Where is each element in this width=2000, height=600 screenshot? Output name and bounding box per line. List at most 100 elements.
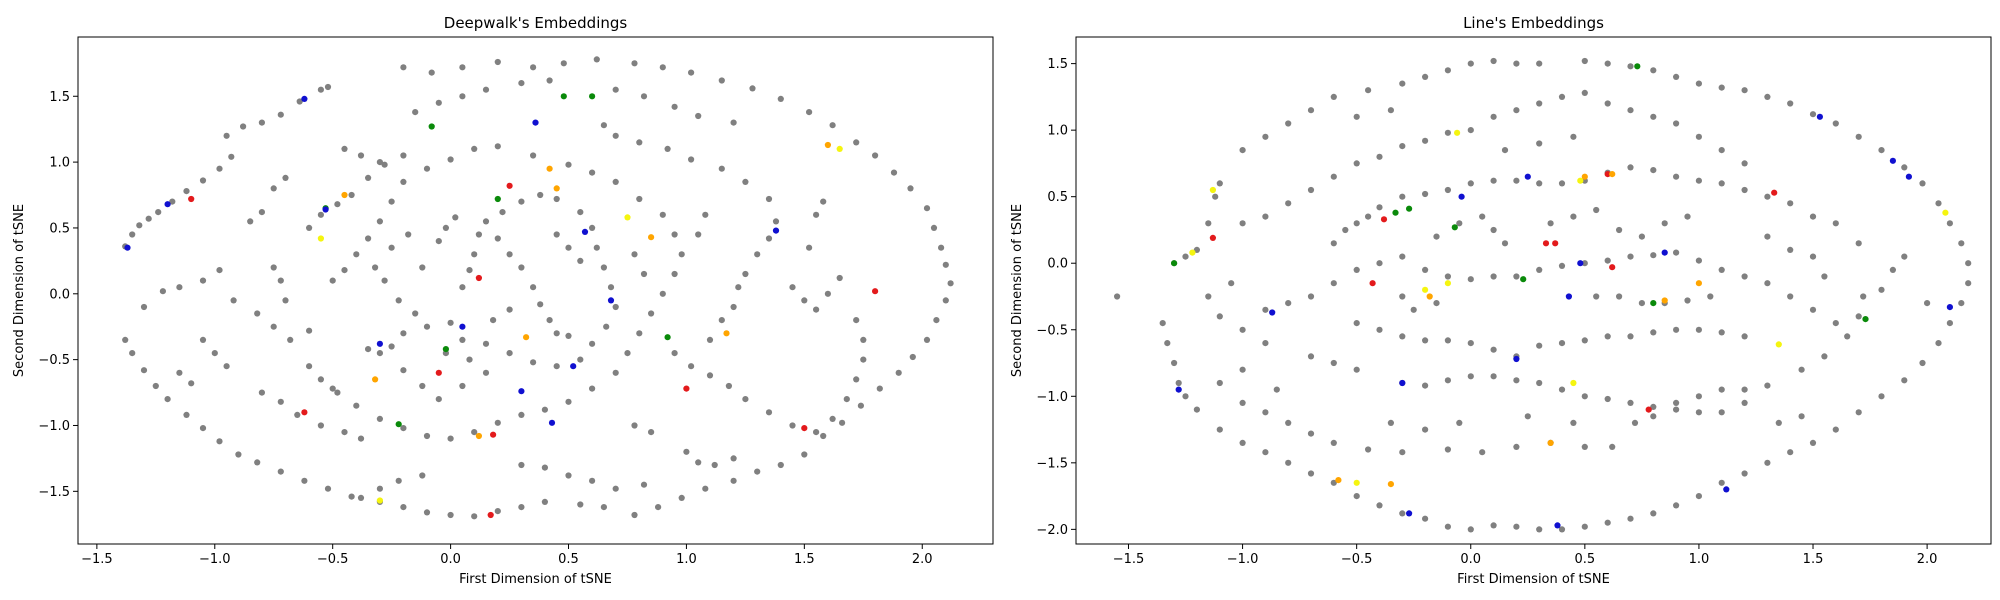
point-grey bbox=[482, 340, 490, 347]
point-grey bbox=[1787, 293, 1794, 300]
point-grey bbox=[1604, 333, 1611, 340]
point-grey bbox=[1809, 439, 1817, 446]
point-grey bbox=[1821, 273, 1828, 280]
point-grey bbox=[400, 64, 407, 71]
point-grey bbox=[1307, 293, 1315, 300]
point-grey bbox=[754, 251, 761, 258]
point-grey bbox=[155, 209, 162, 216]
point-grey bbox=[1330, 439, 1337, 446]
point-grey bbox=[1695, 257, 1702, 264]
point-grey bbox=[1353, 266, 1360, 273]
point-grey bbox=[857, 402, 865, 409]
point-grey bbox=[853, 376, 860, 383]
point-yellow bbox=[1422, 286, 1429, 293]
point-orange bbox=[475, 432, 482, 440]
point-grey bbox=[640, 270, 648, 278]
point-grey bbox=[400, 504, 407, 511]
point-grey bbox=[518, 198, 525, 205]
point-grey bbox=[1307, 430, 1315, 437]
point-grey bbox=[1787, 246, 1794, 253]
point-grey bbox=[1307, 107, 1315, 114]
point-grey bbox=[678, 494, 685, 501]
point-grey bbox=[1444, 129, 1451, 136]
point-grey bbox=[631, 511, 638, 519]
point-red bbox=[188, 195, 195, 203]
point-grey bbox=[1159, 320, 1166, 327]
y-tick-label: −1.5 bbox=[1036, 456, 1068, 471]
point-grey bbox=[1501, 240, 1509, 247]
point-grey bbox=[254, 310, 261, 317]
point-grey bbox=[140, 367, 148, 374]
point-grey bbox=[466, 356, 473, 363]
point-grey bbox=[412, 310, 419, 317]
point-grey bbox=[537, 191, 544, 199]
point-grey bbox=[145, 215, 152, 222]
point-green bbox=[428, 123, 435, 130]
point-grey bbox=[435, 238, 442, 245]
point-grey bbox=[1175, 379, 1182, 387]
point-grey bbox=[494, 508, 501, 515]
point-grey bbox=[376, 218, 383, 225]
point-green bbox=[1650, 300, 1657, 307]
point-grey bbox=[1228, 280, 1235, 287]
x-tick-label: −0.5 bbox=[317, 552, 349, 567]
point-blue bbox=[1399, 379, 1406, 387]
point-grey bbox=[1787, 449, 1794, 456]
point-grey bbox=[1919, 180, 1926, 187]
point-grey bbox=[419, 382, 426, 390]
point-grey bbox=[1650, 413, 1657, 420]
point-green bbox=[1171, 260, 1178, 267]
point-grey bbox=[1558, 180, 1566, 187]
point-grey bbox=[1330, 93, 1337, 100]
point-grey bbox=[1901, 253, 1908, 260]
point-grey bbox=[254, 459, 261, 466]
x-tick-label: −1.5 bbox=[81, 552, 113, 567]
point-grey bbox=[648, 310, 655, 317]
point-grey bbox=[317, 86, 324, 93]
point-grey bbox=[1387, 107, 1394, 114]
point-grey bbox=[1376, 326, 1383, 333]
point-grey bbox=[277, 111, 284, 118]
point-grey bbox=[216, 438, 223, 445]
point-grey bbox=[324, 485, 332, 492]
point-grey bbox=[1193, 246, 1200, 253]
point-grey bbox=[1399, 143, 1406, 150]
point-grey bbox=[1216, 426, 1223, 433]
point-grey bbox=[872, 152, 879, 159]
point-grey bbox=[1832, 426, 1839, 433]
point-grey bbox=[1707, 293, 1714, 300]
point-grey bbox=[1741, 470, 1748, 477]
point-grey bbox=[1205, 220, 1212, 227]
point-grey bbox=[1456, 220, 1463, 227]
point-grey bbox=[1490, 177, 1497, 184]
point-grey bbox=[317, 211, 324, 218]
point-grey bbox=[317, 376, 324, 383]
point-grey bbox=[1650, 329, 1657, 336]
point-grey bbox=[216, 267, 223, 274]
point-grey bbox=[1809, 111, 1817, 118]
point-grey bbox=[1650, 113, 1657, 120]
point-grey bbox=[365, 346, 372, 353]
point-blue bbox=[607, 297, 615, 304]
point-grey bbox=[199, 277, 207, 284]
point-grey bbox=[306, 363, 313, 370]
point-grey bbox=[777, 461, 784, 469]
point-grey bbox=[577, 356, 584, 363]
point-grey bbox=[789, 422, 796, 429]
point-grey bbox=[459, 93, 466, 100]
point-grey bbox=[659, 64, 666, 71]
point-orange bbox=[824, 141, 832, 149]
point-grey bbox=[1547, 220, 1554, 227]
point-grey bbox=[466, 267, 473, 274]
point-blue bbox=[1524, 173, 1531, 180]
point-grey bbox=[277, 398, 284, 405]
point-grey bbox=[801, 297, 808, 304]
point-grey bbox=[853, 139, 860, 146]
point-grey bbox=[282, 297, 289, 304]
point-grey bbox=[1399, 253, 1406, 260]
point-grey bbox=[381, 277, 388, 284]
point-grey bbox=[1513, 273, 1520, 280]
point-grey bbox=[1342, 226, 1349, 234]
point-grey bbox=[494, 143, 501, 150]
deepwalk-chart: −1.5 −1.0 −0.5 0.0 0.5 1.0 1.5 2.0 −1.5 −1.0 −0.5 0… bbox=[12, 14, 994, 587]
